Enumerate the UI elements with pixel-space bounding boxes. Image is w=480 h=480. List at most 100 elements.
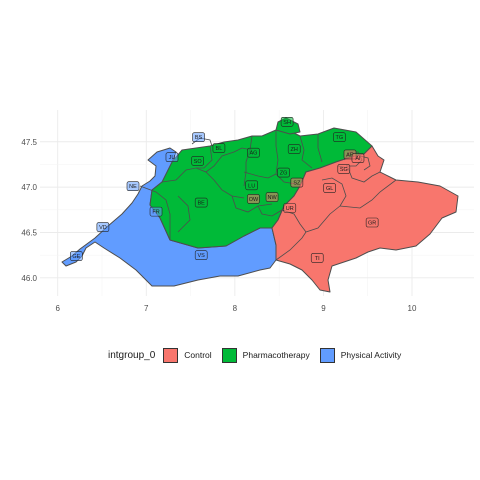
canton-label-box [247,147,260,158]
canton-label-box [194,250,208,260]
canton-label-box [310,253,324,263]
canton-label-text: SZ [293,181,301,187]
canton-label-text: TG [336,135,344,141]
canton-label-box [337,164,351,174]
canton-label-box [265,192,279,202]
canton-label-text: ZH [291,147,298,153]
canton-label-box [191,156,204,166]
canton-label-text: GL [326,186,333,192]
legend-label-control: Control [184,350,212,360]
canton-label-ag: AG [247,147,260,158]
canton-label-text: AG [249,151,257,157]
canton-label-text: AR [346,152,354,158]
canton-shapes [61,117,459,293]
canton-label-gr: GR [365,217,379,228]
canton-label-text: BL [216,146,223,152]
canton-label-text: UR [286,206,294,212]
canton-label-text: BE [198,201,206,207]
canton-label-box [290,177,304,188]
x-tick-label: 6 [55,304,60,313]
canton-label-text: BS [195,135,203,141]
x-tick-label: 9 [321,304,326,313]
y-tick-label: 47.0 [21,183,37,192]
legend: intgroup_0 Control Pharmacotherapy Physi… [108,346,411,364]
canton-label-text: GE [72,254,80,260]
x-axis: 6 7 8 9 10 [55,304,417,313]
canton-label-box [70,251,83,261]
canton-label-box [283,203,297,213]
canton-label-so: SO [191,156,204,166]
y-tick-label: 46.5 [21,228,37,237]
canton-label-box [96,222,110,232]
canton-label-box [351,153,365,163]
legend-key-physical-activity [319,347,335,363]
legend-label-pharmacotherapy: Pharmacotherapy [242,350,310,360]
legend-key-pharmacotherapy [221,347,237,363]
canton-label-box [194,197,208,208]
canton-label-box [149,206,163,217]
canton-borders [139,130,397,261]
canton-label-ai: AI [351,153,365,163]
canton-label-text: NW [267,195,277,201]
legend-title: intgroup_0 [108,349,156,361]
y-tick-label: 47.5 [21,138,37,147]
canton-label-box [245,180,258,191]
canton-label-nw: NW [265,192,279,202]
canton-label-ow: OW [247,194,260,204]
canton-label-box [247,194,260,204]
canton-label-text: VD [99,225,107,231]
x-tick-label: 7 [144,304,149,313]
legend-item-physical-activity: Physical Activity [319,347,402,363]
canton-label-box [212,143,226,153]
canton-label-ge: GE [70,251,83,261]
canton-label-zh: ZH [287,144,301,154]
canton-label-box [165,152,179,162]
canton-labels: GE VD VS NE FR JU BE SO BS BL AG LU OW NW UR SZ ZG ZH SH TG… [70,116,379,263]
canton-label-tg: TG [333,132,346,143]
canton-label-vs: VS [194,250,208,260]
canton-label-text: AI [355,156,361,162]
canton-label-text: NE [129,184,137,190]
canton-label-text: LU [248,183,255,189]
canton-label-box [323,183,336,193]
canton-label-zg: ZG [277,167,290,178]
x-tick-label: 10 [408,304,417,313]
legend-key-control [163,347,179,363]
canton-label-text: GR [368,221,376,227]
canton-label-ne: NE [126,181,140,192]
canton-label-box [277,167,290,178]
canton-label-box [192,132,205,143]
canton-label-text: SG [340,167,348,173]
canton-label-text: VS [198,253,206,259]
canton-label-text: SH [283,120,291,126]
legend-label-physical-activity: Physical Activity [340,350,402,360]
canton-label-text: FR [152,210,159,216]
y-tick-label: 46.0 [21,274,37,283]
y-axis: 46.0 46.5 47.0 47.5 [21,138,37,283]
canton-label-box [287,144,301,154]
canton-label-box [126,181,140,192]
canton-label-bs: BS [192,132,205,143]
canton-label-text: JU [169,155,176,161]
legend-item-control: Control [163,347,212,363]
canton-label-gl: GL [323,183,336,193]
canton-label-ti: TI [310,253,324,263]
legend-item-pharmacotherapy: Pharmacotherapy [221,347,310,363]
canton-label-vd: VD [96,222,110,232]
canton-label-be: BE [194,197,208,208]
canton-label-ur: UR [283,203,297,213]
canton-label-sz: SZ [290,177,304,188]
canton-label-fr: FR [149,206,163,217]
canton-label-box [333,132,346,143]
canton-label-box [365,217,379,228]
x-tick-label: 8 [233,304,238,313]
canton-label-text: OW [249,197,259,203]
canton-label-text: TI [315,256,320,262]
canton-label-sg: SG [337,164,351,174]
canton-label-text: ZG [280,171,288,177]
canton-label-lu: LU [245,180,258,191]
canton-label-sh: SH [280,116,294,127]
canton-label-ju: JU [165,152,179,162]
canton-label-box [280,116,294,127]
